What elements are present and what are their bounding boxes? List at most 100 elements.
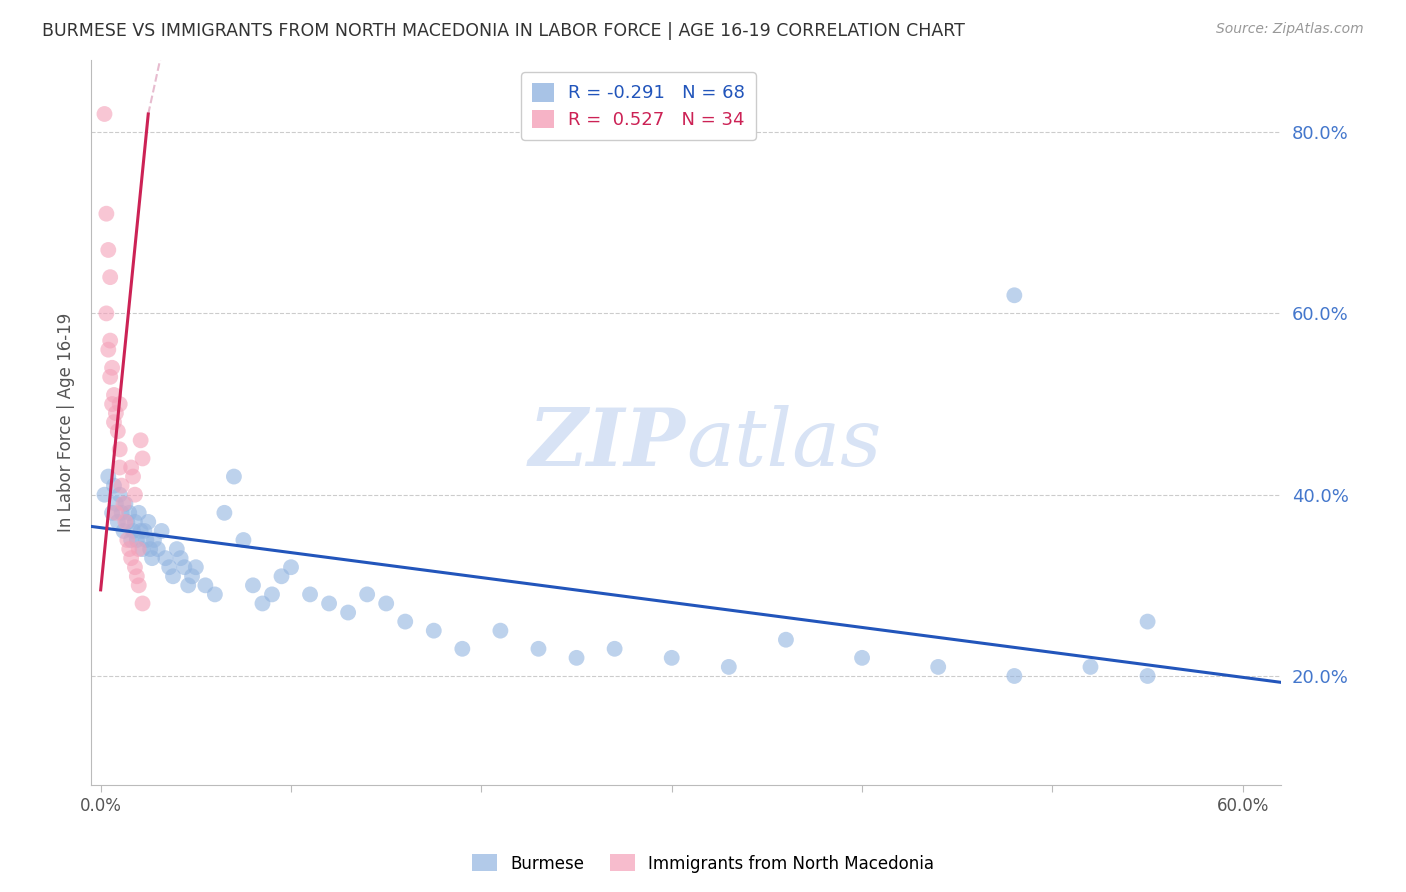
- Burmese: [136, 515, 159, 529]
- Immigrants from North Macedonia: [108, 460, 131, 475]
- Burmese: [214, 506, 236, 520]
- Burmese: [134, 524, 156, 538]
- Burmese: [603, 641, 626, 656]
- Burmese: [146, 542, 169, 557]
- Immigrants from North Macedonia: [103, 415, 125, 429]
- Burmese: [107, 515, 129, 529]
- Burmese: [128, 506, 150, 520]
- Immigrants from North Macedonia: [117, 533, 139, 547]
- Immigrants from North Macedonia: [128, 578, 150, 592]
- Immigrants from North Macedonia: [101, 397, 124, 411]
- Burmese: [120, 533, 142, 547]
- Burmese: [1002, 288, 1025, 302]
- Burmese: [141, 551, 163, 566]
- Burmese: [717, 660, 740, 674]
- Burmese: [139, 542, 162, 557]
- Immigrants from North Macedonia: [96, 306, 118, 320]
- Immigrants from North Macedonia: [125, 569, 148, 583]
- Burmese: [394, 615, 416, 629]
- Burmese: [117, 515, 139, 529]
- Burmese: [93, 488, 115, 502]
- Burmese: [451, 641, 474, 656]
- Burmese: [114, 497, 136, 511]
- Burmese: [122, 524, 145, 538]
- Immigrants from North Macedonia: [124, 488, 146, 502]
- Immigrants from North Macedonia: [124, 560, 146, 574]
- Immigrants from North Macedonia: [98, 334, 121, 348]
- Burmese: [565, 651, 588, 665]
- Burmese: [181, 569, 204, 583]
- Immigrants from North Macedonia: [112, 497, 135, 511]
- Immigrants from North Macedonia: [114, 515, 136, 529]
- Burmese: [135, 533, 157, 547]
- Burmese: [1002, 669, 1025, 683]
- Burmese: [157, 560, 180, 574]
- Immigrants from North Macedonia: [108, 397, 131, 411]
- Immigrants from North Macedonia: [101, 360, 124, 375]
- Burmese: [110, 506, 132, 520]
- Immigrants from North Macedonia: [110, 478, 132, 492]
- Burmese: [270, 569, 292, 583]
- Burmese: [280, 560, 302, 574]
- Burmese: [124, 515, 146, 529]
- Immigrants from North Macedonia: [93, 107, 115, 121]
- Text: Source: ZipAtlas.com: Source: ZipAtlas.com: [1216, 22, 1364, 37]
- Burmese: [318, 597, 340, 611]
- Burmese: [356, 587, 378, 601]
- Burmese: [169, 551, 191, 566]
- Legend: Burmese, Immigrants from North Macedonia: Burmese, Immigrants from North Macedonia: [465, 847, 941, 880]
- Burmese: [204, 587, 226, 601]
- Burmese: [1136, 615, 1159, 629]
- Burmese: [242, 578, 264, 592]
- Burmese: [851, 651, 873, 665]
- Y-axis label: In Labor Force | Age 16-19: In Labor Force | Age 16-19: [58, 312, 75, 532]
- Burmese: [299, 587, 322, 601]
- Burmese: [375, 597, 398, 611]
- Burmese: [423, 624, 446, 638]
- Immigrants from North Macedonia: [120, 460, 142, 475]
- Burmese: [489, 624, 512, 638]
- Burmese: [184, 560, 207, 574]
- Burmese: [118, 506, 141, 520]
- Burmese: [108, 488, 131, 502]
- Burmese: [337, 606, 360, 620]
- Immigrants from North Macedonia: [131, 451, 153, 466]
- Burmese: [232, 533, 254, 547]
- Burmese: [177, 578, 200, 592]
- Burmese: [143, 533, 166, 547]
- Immigrants from North Macedonia: [129, 434, 152, 448]
- Immigrants from North Macedonia: [97, 343, 120, 357]
- Immigrants from North Macedonia: [98, 369, 121, 384]
- Legend: R = -0.291   N = 68, R =  0.527   N = 34: R = -0.291 N = 68, R = 0.527 N = 34: [522, 72, 756, 140]
- Burmese: [150, 524, 173, 538]
- Immigrants from North Macedonia: [98, 270, 121, 285]
- Burmese: [155, 551, 177, 566]
- Burmese: [527, 641, 550, 656]
- Burmese: [661, 651, 683, 665]
- Burmese: [1136, 669, 1159, 683]
- Immigrants from North Macedonia: [107, 424, 129, 438]
- Immigrants from North Macedonia: [108, 442, 131, 457]
- Burmese: [166, 542, 188, 557]
- Burmese: [1080, 660, 1102, 674]
- Text: atlas: atlas: [686, 405, 882, 483]
- Immigrants from North Macedonia: [118, 542, 141, 557]
- Burmese: [222, 469, 245, 483]
- Burmese: [103, 478, 125, 492]
- Burmese: [775, 632, 797, 647]
- Burmese: [97, 469, 120, 483]
- Burmese: [125, 533, 148, 547]
- Burmese: [260, 587, 283, 601]
- Text: BURMESE VS IMMIGRANTS FROM NORTH MACEDONIA IN LABOR FORCE | AGE 16-19 CORRELATIO: BURMESE VS IMMIGRANTS FROM NORTH MACEDON…: [42, 22, 965, 40]
- Burmese: [927, 660, 949, 674]
- Immigrants from North Macedonia: [131, 597, 153, 611]
- Burmese: [104, 497, 127, 511]
- Immigrants from North Macedonia: [128, 542, 150, 557]
- Immigrants from North Macedonia: [103, 388, 125, 402]
- Immigrants from North Macedonia: [97, 243, 120, 257]
- Burmese: [162, 569, 184, 583]
- Immigrants from North Macedonia: [104, 406, 127, 420]
- Immigrants from North Macedonia: [122, 469, 145, 483]
- Burmese: [112, 524, 135, 538]
- Burmese: [252, 597, 274, 611]
